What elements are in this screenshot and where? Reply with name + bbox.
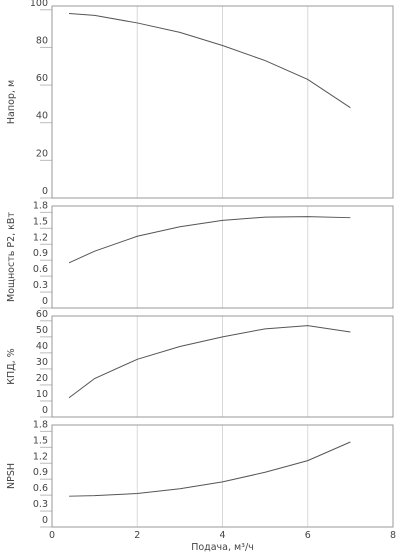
y-tick-label: 0.9 bbox=[33, 248, 48, 259]
y-tick-label: 60 bbox=[36, 73, 48, 84]
y-tick-label: 0 bbox=[42, 186, 48, 197]
y-tick-label: 50 bbox=[36, 325, 48, 336]
y-tick-label: 0 bbox=[42, 515, 48, 526]
y-tick-label: 20 bbox=[36, 373, 48, 384]
y-axis-label: КПД, % bbox=[6, 348, 17, 384]
y-tick-label: 0.9 bbox=[33, 467, 48, 478]
y-tick-label: 100 bbox=[30, 0, 48, 9]
x-tick-label: 4 bbox=[219, 530, 225, 541]
y-tick-label: 1.8 bbox=[33, 200, 48, 211]
curve bbox=[69, 13, 351, 109]
x-tick-label: 2 bbox=[134, 530, 140, 541]
y-tick-label: 0 bbox=[42, 405, 48, 416]
y-tick-label: 0 bbox=[42, 296, 48, 307]
y-tick-label: 0.3 bbox=[33, 499, 48, 510]
y-tick-label: 20 bbox=[36, 148, 48, 159]
y-tick-label: 1.5 bbox=[33, 216, 48, 227]
y-tick-label: 0.3 bbox=[33, 280, 48, 291]
y-axis-label: NPSH bbox=[6, 463, 17, 489]
plot-frame bbox=[51, 5, 394, 199]
y-tick-label: 1.2 bbox=[33, 451, 48, 462]
y-tick-label: 60 bbox=[36, 309, 48, 320]
y-tick-label: 10 bbox=[36, 389, 48, 400]
plot-frame bbox=[51, 315, 394, 418]
curve bbox=[69, 441, 351, 497]
y-tick-label: 1.5 bbox=[33, 435, 48, 446]
curve bbox=[68, 325, 351, 399]
y-tick-label: 1.2 bbox=[33, 232, 48, 243]
x-tick-label: 8 bbox=[390, 530, 396, 541]
y-tick-label: 40 bbox=[36, 341, 48, 352]
plot-frame bbox=[51, 205, 394, 309]
y-axis-label: Напор, м bbox=[6, 80, 17, 124]
y-tick-label: 1.8 bbox=[33, 419, 48, 430]
x-tick-label: 0 bbox=[49, 530, 55, 541]
plot-frame bbox=[51, 424, 394, 528]
y-axis-label: Мощность P2, кВт bbox=[6, 212, 17, 302]
y-tick-label: 80 bbox=[36, 35, 48, 46]
y-tick-label: 30 bbox=[36, 357, 48, 368]
x-axis-label: Подача, м³/ч bbox=[191, 542, 254, 553]
y-tick-label: 0.6 bbox=[33, 483, 48, 494]
curve bbox=[68, 216, 351, 264]
y-tick-label: 0.6 bbox=[33, 264, 48, 275]
y-tick-label: 40 bbox=[36, 111, 48, 122]
x-tick-label: 6 bbox=[305, 530, 311, 541]
